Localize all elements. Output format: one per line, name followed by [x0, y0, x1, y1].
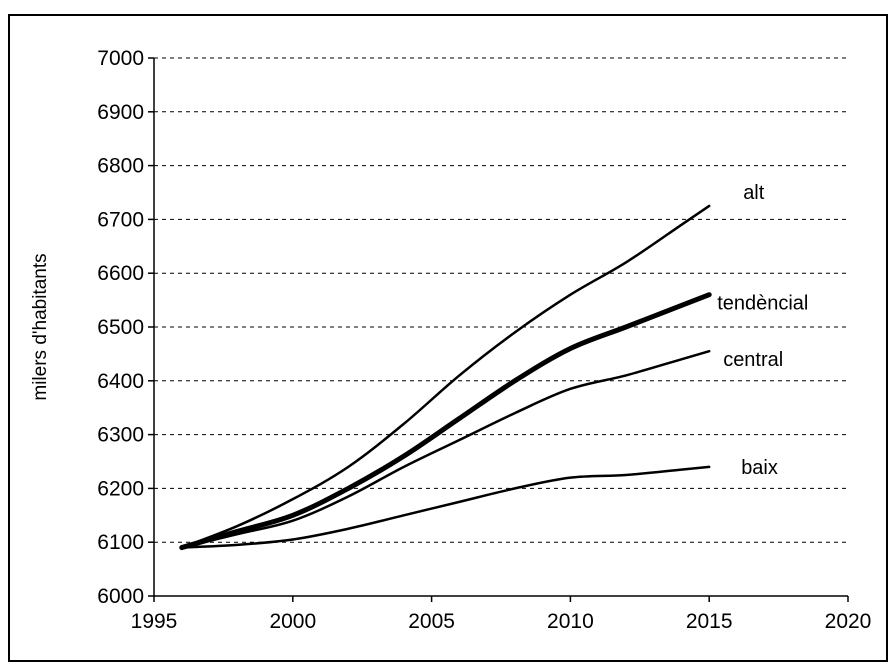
y-tick-label-6700: 6700: [97, 208, 144, 231]
y-tick-label-6800: 6800: [97, 155, 144, 178]
y-tick-label-6200: 6200: [97, 477, 144, 500]
y-tick-label-6100: 6100: [97, 531, 144, 554]
series-line-baix: [180, 465, 711, 549]
y-axis-title: milers d'habitants: [30, 253, 51, 400]
axes: [148, 57, 849, 602]
series-line-central: [180, 349, 711, 549]
x-tick-label-2005: 2005: [408, 610, 455, 633]
x-tick-label-1995: 1995: [131, 610, 178, 633]
series-line-tendencial: [179, 292, 712, 551]
chart-frame: 1995 2000 2005 2010 2015 2020 6000 6100 6200 630…: [8, 14, 888, 662]
y-tick-label-6000: 6000: [97, 585, 144, 608]
y-tick-label-6600: 6600: [97, 262, 144, 285]
series-label-tendencial: tendèncial: [717, 293, 808, 315]
series-labels: alt tendèncial central baix: [717, 182, 808, 479]
y-tick-label-7000: 7000: [97, 47, 144, 70]
gridlines: [154, 57, 848, 543]
series-label-baix: baix: [741, 457, 778, 479]
y-tick-label-6900: 6900: [97, 101, 144, 124]
series-label-alt: alt: [743, 182, 765, 204]
x-tick-labels: 1995 2000 2005 2010 2015 2020: [131, 610, 872, 633]
x-tick-label-2010: 2010: [547, 610, 594, 633]
series-line-alt: [180, 204, 711, 549]
x-tick-label-2015: 2015: [686, 610, 733, 633]
series-label-central: central: [723, 349, 783, 371]
y-tick-labels: 6000 6100 6200 6300 6400 6500 6600 6700 6800 6900…: [97, 47, 144, 608]
y-tick-label-6500: 6500: [97, 316, 144, 339]
series-lines: [179, 204, 712, 551]
y-tick-label-6400: 6400: [97, 370, 144, 393]
y-tick-label-6300: 6300: [97, 424, 144, 447]
x-tick-label-2020: 2020: [825, 610, 872, 633]
line-chart: 1995 2000 2005 2010 2015 2020 6000 6100 6200 630…: [30, 47, 872, 633]
x-tick-label-2000: 2000: [269, 610, 316, 633]
